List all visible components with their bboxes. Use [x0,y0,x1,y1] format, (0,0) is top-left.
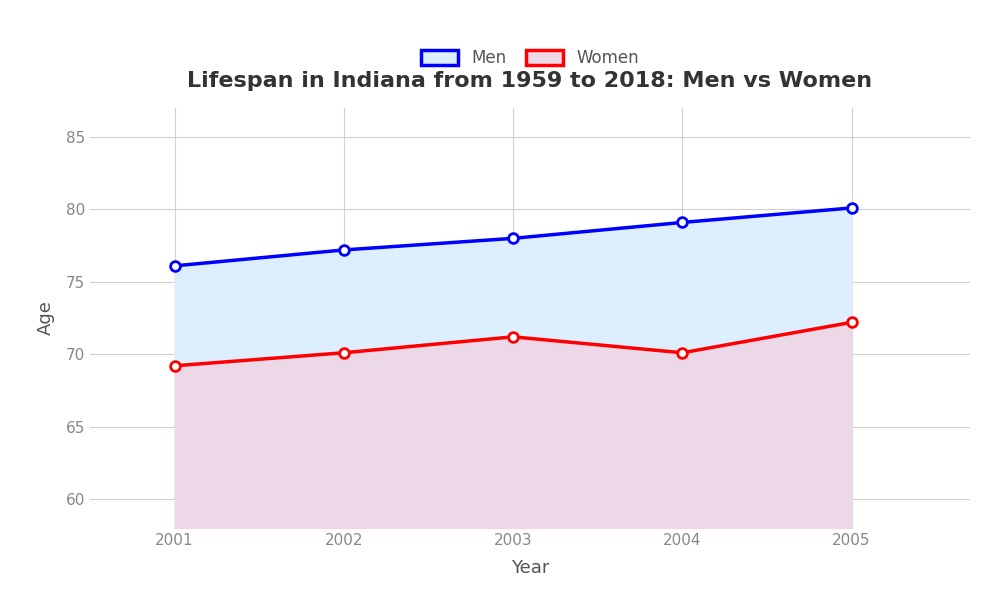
Legend: Men, Women: Men, Women [421,49,639,67]
X-axis label: Year: Year [511,559,549,577]
Y-axis label: Age: Age [37,301,55,335]
Title: Lifespan in Indiana from 1959 to 2018: Men vs Women: Lifespan in Indiana from 1959 to 2018: M… [187,71,873,91]
